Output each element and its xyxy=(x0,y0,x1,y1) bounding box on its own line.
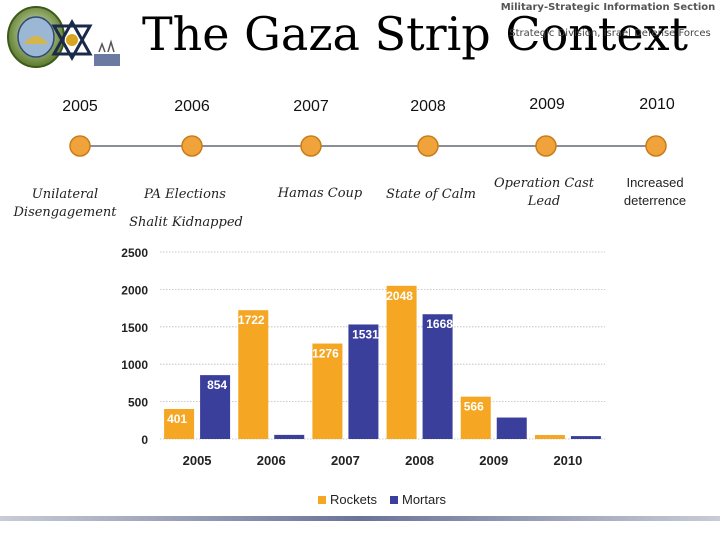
page-title: The Gaza Strip Context xyxy=(142,7,689,61)
event-2008: State of Calm xyxy=(386,187,476,202)
bar-rockets-2009 xyxy=(460,396,491,439)
data-label-mortars-2005: 854 xyxy=(207,378,227,392)
event-2010-line1: Increased xyxy=(626,175,684,190)
y-tick-label: 1000 xyxy=(121,358,148,372)
y-tick-label: 2000 xyxy=(121,283,148,297)
data-label-mortars-2010: 39 xyxy=(581,421,595,435)
timeline-dot-2009 xyxy=(535,135,557,157)
timeline-dot-2010 xyxy=(645,135,667,157)
timeline-dot-2006 xyxy=(181,135,203,157)
x-tick-label: 2009 xyxy=(479,453,508,468)
bar-rockets-2008 xyxy=(386,285,417,439)
timeline-year-2008: 2008 xyxy=(410,98,446,115)
x-tick-label: 2010 xyxy=(553,453,582,468)
timeline-track xyxy=(69,135,667,157)
idf-emblem-logo xyxy=(7,6,120,68)
bar-mortars-2007 xyxy=(348,324,379,439)
timeline-dot-2007 xyxy=(300,135,322,157)
data-label-rockets-2010: 53 xyxy=(541,420,555,434)
event-2005-line1: Unilateral xyxy=(31,187,99,202)
legend-label-rockets: Rockets xyxy=(330,492,377,507)
data-label-mortars-2009: 287 xyxy=(504,403,524,417)
data-label-rockets-2009: 566 xyxy=(464,400,484,414)
y-tick-label: 0 xyxy=(141,433,148,447)
x-tick-label: 2005 xyxy=(183,453,212,468)
data-label-rockets-2005: 401 xyxy=(167,412,187,426)
data-label-mortars-2008: 1668 xyxy=(426,317,453,331)
bar-rockets-2010 xyxy=(534,435,565,439)
bar-mortars-2008 xyxy=(422,314,453,439)
timeline-year-2009: 2009 xyxy=(529,96,565,113)
x-tick-label: 2007 xyxy=(331,453,360,468)
x-tick-label: 2006 xyxy=(257,453,286,468)
rockets-mortars-bar-chart: 0 500 1000 1500 2000 2500 401 854 2005 1722 55 2006… xyxy=(121,246,605,507)
timeline-year-2010: 2010 xyxy=(639,96,675,113)
data-label-rockets-2008: 2048 xyxy=(386,289,413,303)
bar-rockets-2007 xyxy=(312,343,343,439)
event-2010: Increased deterrence xyxy=(600,174,710,210)
legend-label-mortars: Mortars xyxy=(402,492,447,507)
bar-rockets-2005 xyxy=(164,409,195,439)
event-2007: Hamas Coup xyxy=(277,186,363,201)
footer-divider xyxy=(0,516,720,521)
timeline-year-2005: 2005 xyxy=(62,98,98,115)
data-label-mortars-2007: 1531 xyxy=(352,327,379,341)
bar-mortars-2009 xyxy=(496,417,527,439)
bar-mortars-2010 xyxy=(570,436,601,439)
event-2006-pa-elections: PA Elections xyxy=(144,187,226,202)
data-label-mortars-2006: 55 xyxy=(285,420,299,434)
event-2010-line2: deterrence xyxy=(623,193,687,208)
bar-mortars-2005 xyxy=(200,375,231,439)
timeline-year-2006: 2006 xyxy=(174,98,210,115)
timeline-dot-2008 xyxy=(417,135,439,157)
y-tick-label: 500 xyxy=(128,396,148,410)
event-2005: Unilateral Disengagement xyxy=(10,186,120,222)
legend-swatch-rockets xyxy=(318,496,326,504)
timeline-year-2007: 2007 xyxy=(293,98,329,115)
section-caption: Military-Strategic Information Section xyxy=(500,2,716,13)
data-label-rockets-2007: 1276 xyxy=(312,347,339,361)
x-tick-label: 2008 xyxy=(405,453,434,468)
bar-rockets-2006 xyxy=(238,310,269,439)
data-label-rockets-2006: 1722 xyxy=(238,313,265,327)
y-tick-label: 1500 xyxy=(121,321,148,335)
bar-mortars-2006 xyxy=(274,434,305,439)
timeline-dot-2005 xyxy=(69,135,91,157)
event-2009: Operation Cast Lead xyxy=(494,176,594,209)
event-2006-shalit: Shalit Kidnapped xyxy=(129,215,243,230)
event-2005-line2: Disengagement xyxy=(13,205,117,220)
division-caption: Strategic Division, Israel Defense Force… xyxy=(509,28,711,39)
y-tick-label: 2500 xyxy=(121,246,148,260)
legend-swatch-mortars xyxy=(390,496,398,504)
